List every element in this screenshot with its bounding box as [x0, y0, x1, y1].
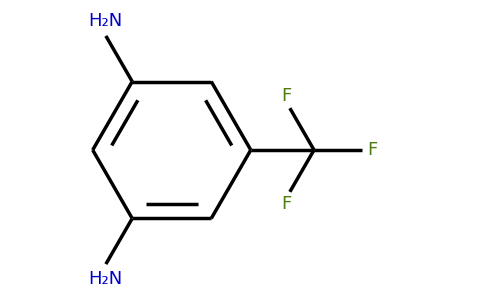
Text: H₂N: H₂N — [89, 270, 123, 288]
Text: F: F — [281, 87, 291, 105]
Text: H₂N: H₂N — [89, 12, 123, 30]
Text: F: F — [281, 195, 291, 213]
Text: F: F — [367, 141, 378, 159]
